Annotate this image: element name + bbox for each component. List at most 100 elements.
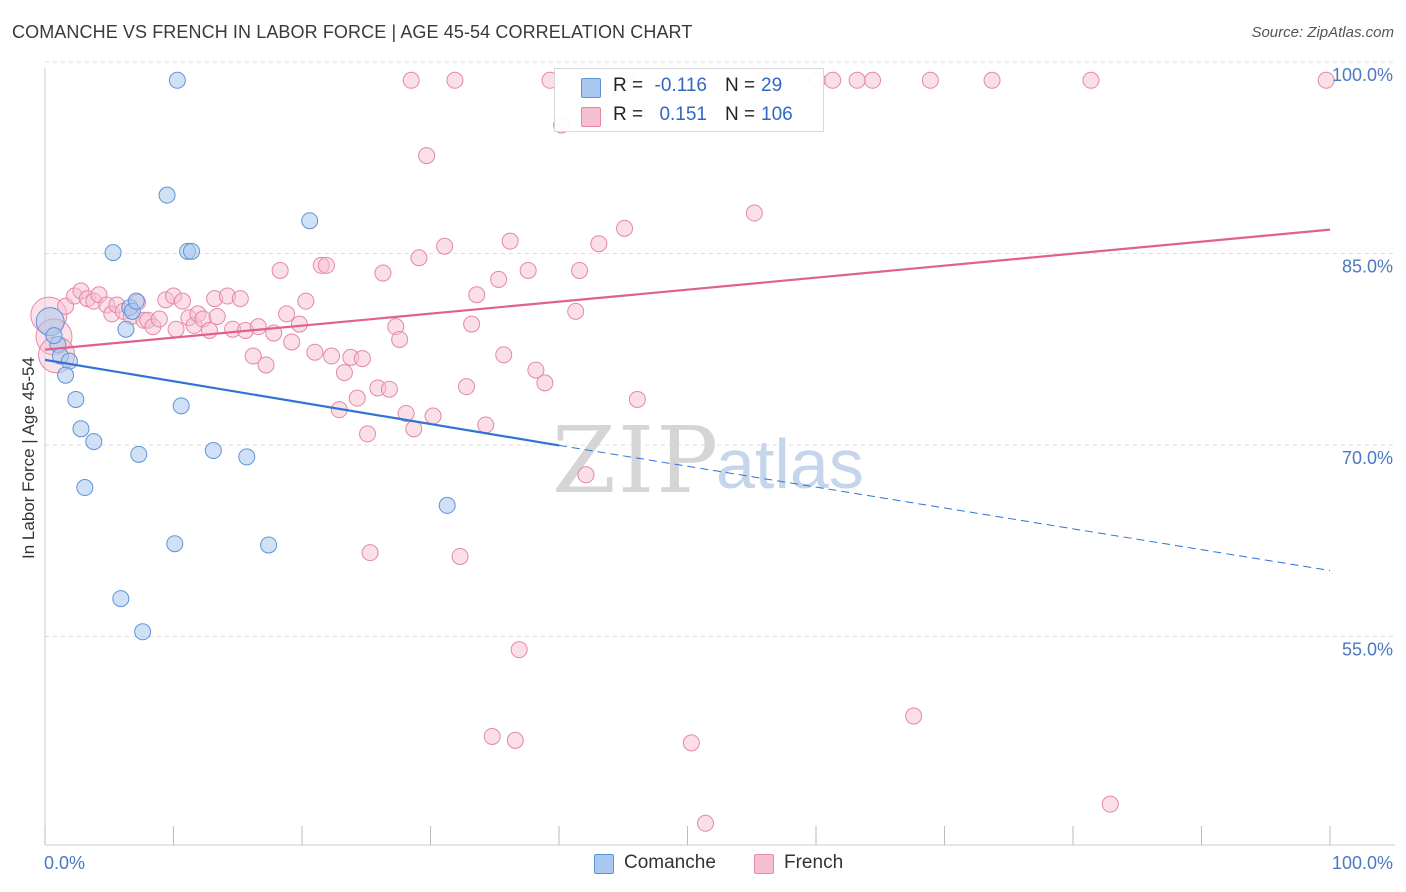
legend-n-value: 29 bbox=[761, 75, 783, 96]
french-point bbox=[457, 378, 475, 396]
comanche-point bbox=[301, 212, 319, 230]
chart-title: COMANCHE VS FRENCH IN LABOR FORCE | AGE … bbox=[12, 22, 693, 42]
comanche-point bbox=[117, 320, 135, 338]
correlation-legend: R = -0.116 N = 29 R = 0.151 N = 106 bbox=[554, 68, 824, 132]
french-point bbox=[244, 347, 262, 365]
y-axis-label: In Labor Force | Age 45-54 bbox=[19, 357, 38, 559]
french-point bbox=[283, 333, 301, 351]
comanche-point bbox=[85, 433, 103, 451]
comanche-point bbox=[260, 536, 278, 554]
legend-r-label: R = bbox=[613, 75, 644, 96]
french-point bbox=[490, 270, 508, 288]
legend-label-french: French bbox=[784, 852, 844, 873]
tick-labels: 100.0% 85.0% 70.0% 55.0% 0.0% 100.0% bbox=[44, 65, 1393, 873]
french-point bbox=[391, 330, 409, 348]
french-point bbox=[290, 315, 308, 333]
french-point bbox=[824, 71, 842, 89]
french-point bbox=[1317, 71, 1335, 89]
french-point bbox=[278, 305, 296, 323]
french-point bbox=[173, 292, 191, 310]
french-point bbox=[501, 232, 519, 250]
french-point bbox=[317, 256, 335, 274]
french-point bbox=[848, 71, 866, 89]
series-legend: Comanche French bbox=[0, 852, 1406, 878]
french-point bbox=[571, 262, 589, 279]
french-point bbox=[271, 262, 289, 279]
french-point bbox=[468, 286, 486, 304]
french-point bbox=[150, 310, 168, 328]
comanche-point bbox=[168, 71, 186, 89]
legend-swatch-comanche bbox=[581, 78, 601, 98]
comanche-point bbox=[204, 442, 222, 460]
legend-swatch-french bbox=[581, 107, 601, 127]
comanche-point bbox=[134, 623, 152, 641]
french-point bbox=[418, 147, 436, 165]
french-point bbox=[696, 814, 714, 832]
french-point bbox=[463, 315, 481, 333]
french-point bbox=[905, 707, 923, 725]
french-point bbox=[1101, 795, 1119, 813]
x-tick-label: 0.0% bbox=[44, 853, 85, 873]
comanche-point bbox=[104, 244, 122, 262]
french-point bbox=[397, 404, 415, 422]
legend-n-label: N = bbox=[725, 75, 756, 96]
x-tick-label: 100.0% bbox=[1332, 853, 1393, 873]
french-point bbox=[380, 380, 398, 398]
watermark: ZIP atlas bbox=[552, 407, 864, 514]
comanche-point bbox=[238, 448, 256, 466]
legend-row-comanche: R = -0.116 N = 29 bbox=[555, 71, 823, 101]
comanche-point bbox=[76, 479, 94, 497]
french-point bbox=[402, 71, 420, 89]
comanche-trend-line bbox=[44, 358, 560, 447]
legend-n-label: N = bbox=[725, 104, 756, 125]
french-point bbox=[231, 290, 249, 308]
french-point bbox=[424, 407, 442, 425]
french-point bbox=[249, 318, 267, 336]
french-point bbox=[257, 356, 275, 374]
comanche-point bbox=[166, 535, 184, 553]
french-point bbox=[864, 71, 882, 89]
comanche-point bbox=[72, 420, 90, 438]
french-point bbox=[410, 249, 428, 267]
comanche-point bbox=[182, 242, 200, 260]
french-point bbox=[519, 262, 537, 279]
french-point bbox=[745, 204, 763, 222]
french-point bbox=[536, 374, 554, 392]
french-point bbox=[323, 347, 341, 365]
french-point bbox=[616, 219, 634, 237]
french-point bbox=[297, 292, 315, 310]
french-point bbox=[374, 264, 392, 282]
french-point bbox=[921, 71, 939, 89]
legend-r-value: -0.116 bbox=[654, 75, 707, 96]
french-point bbox=[335, 364, 353, 382]
y-tick-label: 70.0% bbox=[1342, 448, 1393, 468]
legend-swatch-comanche bbox=[594, 854, 614, 874]
legend-n-value: 106 bbox=[761, 104, 793, 125]
french-trend-line bbox=[44, 228, 1331, 351]
comanche-point bbox=[57, 366, 75, 384]
french-point bbox=[983, 71, 1001, 89]
french-point bbox=[527, 361, 545, 379]
comanche-point bbox=[67, 390, 85, 408]
comanche-point bbox=[172, 397, 190, 415]
legend-r-label: R = bbox=[613, 104, 644, 125]
y-tick-label: 100.0% bbox=[1332, 65, 1393, 85]
french-points bbox=[30, 71, 1335, 832]
french-point bbox=[353, 350, 371, 368]
y-tick-label: 55.0% bbox=[1342, 640, 1393, 660]
y-tick-label: 85.0% bbox=[1342, 257, 1393, 277]
french-point bbox=[510, 641, 528, 659]
french-point bbox=[361, 544, 379, 562]
french-point bbox=[200, 322, 218, 340]
comanche-trend-extension bbox=[558, 444, 1331, 572]
comanche-point bbox=[158, 186, 176, 204]
axes bbox=[44, 68, 1395, 846]
comanche-point bbox=[112, 590, 130, 608]
comanche-points bbox=[35, 71, 456, 641]
french-point bbox=[495, 346, 513, 364]
french-point bbox=[167, 320, 185, 338]
watermark-zip: ZIP bbox=[552, 407, 720, 514]
comanche-point bbox=[127, 292, 145, 310]
french-point bbox=[590, 235, 608, 253]
